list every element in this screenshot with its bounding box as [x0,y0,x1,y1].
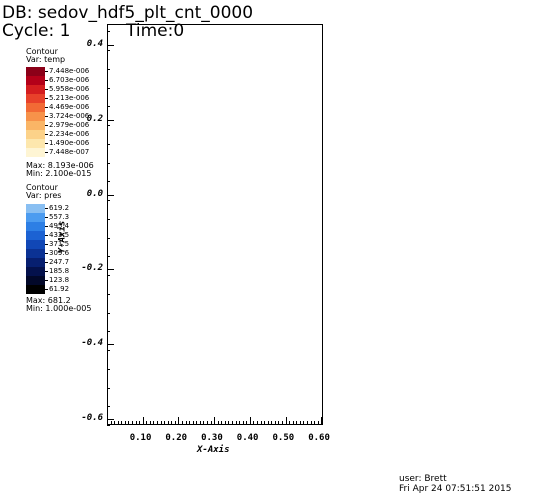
temp-legend-tick [45,116,48,117]
pres-legend-tick [45,244,48,245]
temp-colorbar: 7.448e-006 6.703e-006 5.958e-006 5.213e-006… [26,67,106,157]
pres-legend-tick [45,235,48,236]
pres-legend-tick [45,217,48,218]
temp-legend-swatch [26,148,45,157]
temp-legend-var: Var: temp [26,55,66,64]
timestamp-label: Fri Apr 24 07:51:51 2015 [399,484,512,494]
temp-legend-swatch [26,112,45,121]
temp-legend-tick [45,107,48,108]
temp-legend-tick [45,143,48,144]
pres-legend-var: Var: pres [26,191,62,200]
y-axis-title: Y-Axis [57,220,68,254]
pres-legend-level-label: 309.6 [49,249,70,257]
pres-legend-swatch [26,285,45,294]
time-label: Time:0 [126,21,185,41]
temp-legend-level-label: 6.703e-006 [49,76,90,84]
pres-legend-level-label: 123.8 [49,276,70,284]
pres-legend-swatch [26,267,45,276]
temp-legend-swatch [26,130,45,139]
temp-legend-level-label: 3.724e-006 [49,112,90,120]
x-tick-label: 0.10 [129,433,152,443]
database-title: DB: sedov_hdf5_plt_cnt_0000 [2,3,254,23]
x-tick-label: 0.20 [165,433,188,443]
pres-legend-swatch [26,240,45,249]
pres-legend-level-label: 495.4 [49,222,70,230]
temp-legend-swatch [26,76,45,85]
temp-legend-tick [45,125,48,126]
temp-legend-level-label: 7.448e-007 [49,148,90,156]
temp-legend-tick [45,71,48,72]
temp-legend-tick [45,80,48,81]
temp-legend-tick [45,152,48,153]
temp-legend-tick [45,89,48,90]
temp-legend-title: Contour [26,47,58,56]
cycle-label: Cycle: 1 [2,21,71,41]
pres-legend-swatch [26,204,45,213]
y-tick-label: -0.6 [81,413,103,424]
temp-legend-swatch [26,94,45,103]
pres-legend-level-label: 61.92 [49,285,70,293]
pres-max: Max: 681.2 [26,296,71,305]
x-axis-title: X-Axis [197,445,230,455]
temp-legend-swatch [26,139,45,148]
temp-legend-swatch [26,85,45,94]
pres-legend-title: Contour [26,183,58,192]
pres-legend-tick [45,262,48,263]
pres-legend: Contour Var: pres 619.2 557.3 495.4 433.5 37… [26,184,106,324]
temp-legend-tick [45,98,48,99]
user-label: user: Brett [399,474,447,484]
pres-legend-level-label: 185.8 [49,267,70,275]
pres-colorbar: 619.2 557.3 495.4 433.5 371.5 309.6 247.7 185.8… [26,204,106,294]
temp-legend-tick [45,134,48,135]
x-tick-label: 0.40 [236,433,259,443]
pres-legend-swatch [26,258,45,267]
pres-legend-swatch [26,213,45,222]
pres-legend-tick [45,280,48,281]
pres-legend-swatch [26,249,45,258]
pres-legend-level-label: 619.2 [49,204,70,212]
temp-min: Min: 2.100e-015 [26,169,92,178]
pres-legend-level-label: 247.7 [49,258,70,266]
x-tick-label: 0.30 [201,433,223,443]
pres-legend-swatch [26,276,45,285]
temp-legend-level-label: 2.979e-006 [49,121,90,129]
plot-area[interactable] [107,24,323,425]
temp-legend-level-label: 7.448e-006 [49,67,90,75]
pres-legend-tick [45,271,48,272]
temp-legend-level-label: 2.234e-006 [49,130,90,138]
temp-max: Max: 8.193e-006 [26,161,94,170]
pres-min: Min: 1.000e-005 [26,304,92,313]
temp-legend-level-label: 5.213e-006 [49,94,90,102]
temp-legend-swatch [26,121,45,130]
temp-legend-swatch [26,67,45,76]
pres-legend-level-label: 433.5 [49,231,70,239]
pres-legend-tick [45,253,48,254]
x-tick-label: 0.60 [308,433,330,443]
y-minor-tick [107,425,110,426]
pres-legend-tick [45,289,48,290]
temp-legend-level-label: 1.490e-006 [49,139,90,147]
pres-legend-level-label: 371.5 [49,240,70,248]
x-tick-label: 0.50 [272,433,295,443]
temp-legend-level-label: 5.958e-006 [49,85,90,93]
y-tick-label: -0.4 [81,338,103,349]
temp-legend-level-label: 4.469e-006 [49,103,90,111]
temp-legend-swatch [26,103,45,112]
pres-legend-swatch [26,231,45,240]
pres-legend-swatch [26,222,45,231]
pres-legend-tick [45,226,48,227]
temp-legend: Contour Var: temp 7.448e-006 6.703e-006 5.… [26,48,106,188]
pres-legend-level-label: 557.3 [49,213,70,221]
pres-legend-tick [45,208,48,209]
